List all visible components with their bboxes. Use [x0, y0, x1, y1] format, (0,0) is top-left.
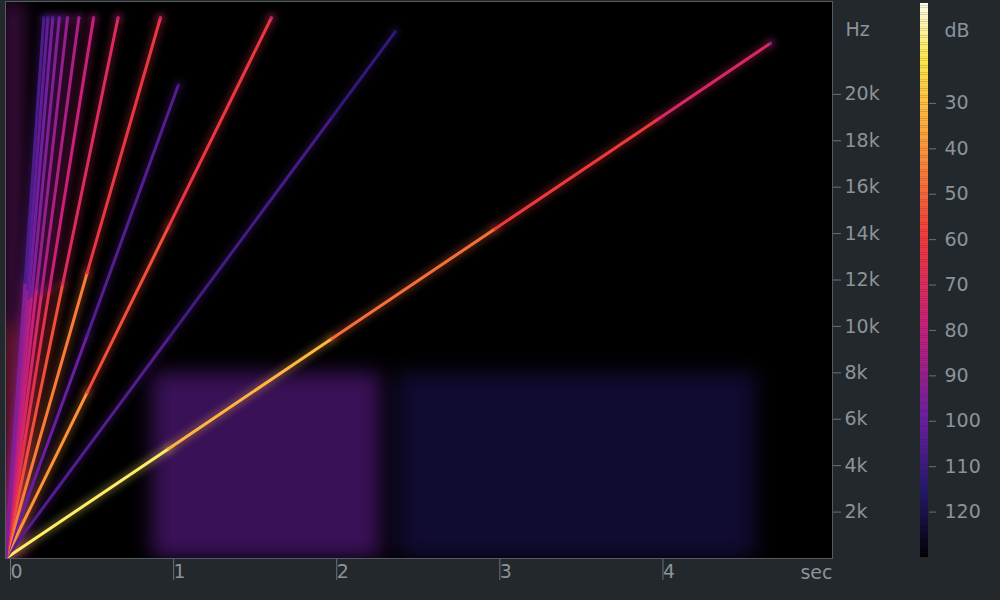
svg-text:80: 80: [945, 319, 969, 341]
svg-text:6k: 6k: [845, 407, 868, 429]
svg-text:12k: 12k: [845, 268, 880, 290]
svg-text:50: 50: [945, 182, 969, 204]
svg-text:0: 0: [11, 560, 23, 582]
svg-text:1: 1: [174, 560, 186, 582]
svg-text:90: 90: [945, 364, 969, 386]
svg-text:4: 4: [663, 560, 675, 582]
svg-text:16k: 16k: [845, 175, 880, 197]
svg-text:30: 30: [945, 91, 969, 113]
svg-text:Hz: Hz: [846, 18, 870, 40]
svg-text:18k: 18k: [845, 129, 880, 151]
svg-text:40: 40: [945, 137, 969, 159]
svg-text:14k: 14k: [845, 222, 880, 244]
svg-text:4k: 4k: [845, 454, 868, 476]
svg-text:60: 60: [945, 228, 969, 250]
svg-text:3: 3: [500, 560, 512, 582]
svg-text:20k: 20k: [845, 82, 880, 104]
svg-text:2k: 2k: [845, 500, 868, 522]
svg-text:8k: 8k: [845, 361, 868, 383]
svg-text:dB: dB: [945, 19, 970, 41]
svg-text:110: 110: [945, 455, 981, 477]
svg-text:100: 100: [945, 409, 981, 431]
svg-text:70: 70: [945, 273, 969, 295]
svg-text:10k: 10k: [845, 314, 880, 336]
svg-text:sec: sec: [800, 561, 832, 583]
svg-text:120: 120: [945, 500, 981, 522]
svg-text:2: 2: [337, 560, 349, 582]
